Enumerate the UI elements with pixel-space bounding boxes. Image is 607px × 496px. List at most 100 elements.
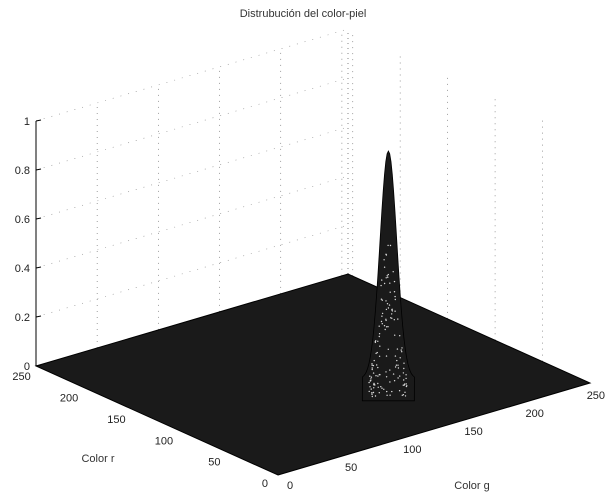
surface-mesh-dot — [405, 383, 407, 385]
surface-mesh-dot — [385, 308, 388, 311]
surface-mesh-dot — [389, 282, 391, 284]
surface-mesh-dot — [372, 391, 375, 394]
surface-mesh-dot — [384, 328, 386, 331]
surface-mesh-dot — [373, 387, 375, 389]
surface-mesh-dot — [397, 367, 400, 369]
grid-lines — [35, 28, 543, 362]
r-tick-label: 0 — [262, 478, 268, 490]
surface-mesh-dot — [374, 395, 377, 397]
surface-mesh-dot — [383, 388, 385, 390]
r-tick-label: 250 — [12, 371, 30, 383]
surface-mesh-dot — [389, 369, 391, 371]
surface-mesh-dot — [387, 276, 389, 278]
surface-mesh-dot — [371, 368, 373, 371]
r-tick-label: 100 — [155, 435, 173, 447]
g-tick-label: 0 — [287, 480, 293, 492]
y-axis-label: Color r — [81, 453, 114, 465]
surface-mesh-dot — [377, 382, 379, 385]
surface-mesh-dot — [383, 259, 385, 261]
surface-mesh-dot — [374, 341, 376, 343]
surface-mesh-dot — [386, 394, 388, 396]
surface-mesh-dot — [396, 348, 399, 350]
surface-mesh-dot — [401, 347, 403, 349]
z-tick-label: 0.8 — [15, 165, 30, 177]
surface-mesh-dot — [402, 372, 405, 374]
surface-mesh-dot — [386, 390, 388, 393]
z-tick-mark — [35, 315, 42, 318]
surface-mesh-dot — [401, 394, 403, 396]
surface-peak-bump — [361, 150, 415, 402]
surface-mesh-dot — [385, 355, 388, 357]
surface-mesh-dot — [380, 284, 382, 287]
surface-mesh-dot — [394, 334, 396, 336]
surface-mesh-dot — [383, 282, 386, 285]
surface-mesh-dot — [381, 299, 383, 301]
x-axis-label: Color g — [454, 480, 489, 492]
g-tick-label: 200 — [526, 408, 544, 420]
surface-mesh-dot — [391, 390, 393, 393]
surface-peak — [361, 150, 415, 402]
g-tick-label: 250 — [587, 390, 605, 402]
surface-mesh-dot — [371, 392, 373, 394]
surface-mesh-dot — [377, 386, 379, 388]
surface-mesh-dot — [401, 351, 403, 353]
surface-mesh-dot — [371, 393, 373, 395]
surface-mesh-dot — [403, 362, 405, 364]
z-tick-mark — [35, 266, 42, 269]
surface-mesh-dot — [378, 335, 380, 338]
surface-mesh-dot — [405, 374, 407, 376]
surface-mesh-dot — [405, 377, 407, 380]
surface-mesh-dot — [373, 382, 375, 385]
surface-mesh-dot — [386, 275, 388, 277]
z-tick-mark — [35, 364, 42, 367]
surface-mesh-dot — [369, 375, 371, 377]
surface-mesh-dot — [392, 271, 394, 273]
surface-mesh-dot — [394, 366, 397, 368]
r-tick-label: 150 — [107, 414, 125, 426]
surface-mesh-dot — [377, 340, 379, 342]
surface-mesh-dot — [375, 375, 377, 377]
surface-mesh-dot — [377, 375, 379, 377]
surface-mesh-dot — [385, 319, 387, 322]
surface-mesh-dot — [375, 352, 377, 355]
g-tick-label: 50 — [345, 462, 357, 474]
surface-mesh-dot — [394, 295, 396, 298]
surface-mesh-dot — [372, 364, 375, 367]
surface-mesh-dot — [371, 363, 373, 365]
z-tick-mark — [35, 217, 42, 220]
surface-mesh-dot — [392, 373, 395, 375]
surface-mesh-dot — [398, 390, 401, 392]
surface-mesh-dot — [405, 385, 408, 388]
z-tick-label: 0.2 — [15, 312, 30, 324]
surface-mesh-dot — [380, 386, 382, 388]
surface-mesh-dot — [393, 319, 395, 321]
surface-mesh-dot — [393, 291, 396, 293]
g-tick-label: 150 — [464, 426, 482, 438]
z-tick-label: 0.4 — [15, 263, 30, 275]
surface-mesh-dot — [394, 310, 396, 312]
surface-mesh-dot — [403, 379, 405, 381]
surface-mesh-dot — [394, 298, 396, 301]
surface-mesh-dot — [387, 348, 389, 350]
surface-mesh-dot — [389, 381, 391, 383]
surface-mesh-dot — [389, 291, 391, 293]
z-tick-mark — [35, 119, 42, 122]
surface-mesh-dot — [393, 380, 396, 382]
surface-mesh-dot — [385, 277, 387, 279]
surface-mesh-dot — [402, 394, 405, 396]
surface-mesh-dot — [381, 279, 383, 281]
surface-mesh-dot — [394, 355, 397, 357]
g-tick-label: 100 — [403, 444, 421, 456]
surface-mesh-dot — [381, 315, 383, 317]
surface-mesh-dot — [391, 317, 393, 319]
surface-mesh-dot — [399, 335, 401, 337]
surface-mesh-dot — [400, 349, 402, 351]
surface-mesh-dot — [381, 312, 384, 315]
surface-mesh-dot — [385, 326, 388, 328]
surface-mesh-dot — [403, 367, 405, 370]
surface-mesh-dot — [389, 244, 392, 247]
surface-mesh-dot — [389, 394, 391, 396]
surface-mesh-dot — [385, 371, 387, 373]
chart-title: Distrubución del color-piel — [240, 8, 367, 20]
surface-mesh-dot — [376, 364, 378, 366]
